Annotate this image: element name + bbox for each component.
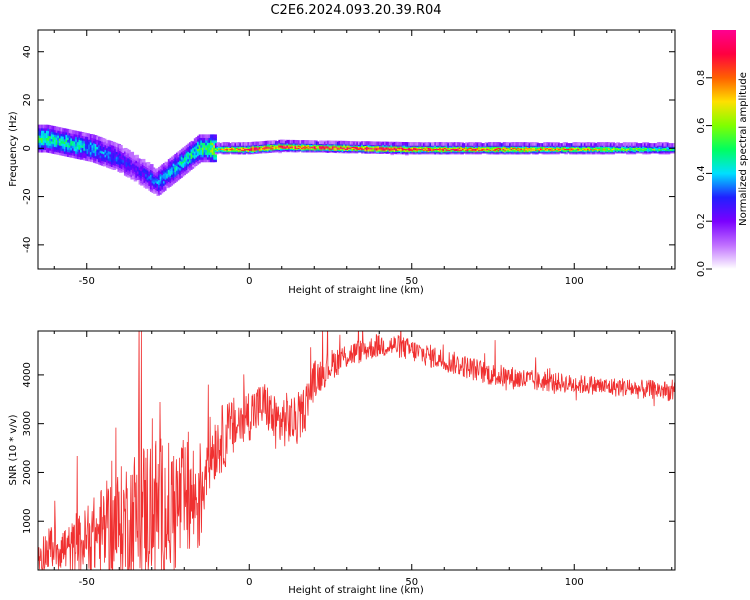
spectrogram-ytick-label: -40 [22, 237, 33, 253]
snr-xtick-label: 100 [565, 577, 584, 588]
spectrogram-ytick-label: 0 [22, 145, 33, 151]
colorbar-gradient [712, 30, 736, 269]
snr-series-line [38, 331, 675, 570]
colorbar-tick-label: 0.0 [696, 261, 707, 277]
colorbar-tick-label: 0.2 [696, 213, 707, 229]
spectrogram-cell [213, 153, 217, 158]
colorbar: 0.0 0.2 0.4 0.6 0.8 Normalized spectral ampl… [696, 30, 749, 277]
colorbar-tick-label: 0.6 [696, 118, 707, 134]
snr-xtick-label: -50 [79, 577, 95, 588]
snr-xlabel: Height of straight line (km) [288, 585, 424, 596]
spectrogram-cell [149, 164, 154, 168]
spectrogram-marks [38, 124, 675, 196]
spectrogram-cell [213, 156, 217, 160]
spectrogram-cell [86, 133, 91, 137]
colorbar-tick-label: 0.8 [696, 70, 707, 86]
spectrogram-cell [119, 145, 123, 149]
snr-ytick-label: 2000 [22, 460, 33, 485]
snr-ytick-label: 3000 [22, 411, 33, 436]
snr-ytick-label: 1000 [22, 508, 33, 533]
spectrogram-xtick-label: 0 [246, 276, 252, 287]
snr-ticks: -50 0 50 100 1000 2000 3000 4000 [22, 331, 675, 588]
spectrogram-cell [102, 138, 107, 143]
spectrogram-cell [135, 154, 139, 159]
spectrogram-cell [112, 166, 117, 171]
spectrogram-xlabel: Height of straight line (km) [288, 285, 424, 296]
spectrogram-ylabel: Frequency (Hz) [8, 111, 19, 187]
spectrogram-cell [102, 162, 107, 167]
spectrogram-cell [80, 156, 84, 160]
snr-panel: -50 0 50 100 1000 2000 3000 4000 Height of stra… [8, 330, 676, 596]
snr-ylabel: SNR (10 * v/v) [8, 414, 19, 485]
colorbar-label: Normalized spectral amplitude [738, 72, 749, 226]
spectrogram-cell [213, 134, 217, 139]
spectrogram-xtick-label: 50 [405, 276, 418, 287]
spectrogram-ytick-label: 40 [22, 45, 33, 58]
spectrogram-xtick-label: 100 [565, 276, 584, 287]
figure-title: C2E6.2024.093.20.39.R04 [270, 3, 441, 18]
spectrogram-cell [213, 158, 217, 163]
spectrogram-ticks: -50 0 50 100 -40 -20 0 20 40 [22, 30, 675, 287]
spectrogram-cell [141, 158, 146, 163]
spectrogram-cell [673, 143, 675, 147]
spectrogram-ytick-label: 20 [22, 94, 33, 107]
spectrogram-ytick-label: -20 [22, 188, 33, 204]
spectrogram-cell [127, 149, 131, 154]
snr-xtick-label: 50 [405, 577, 418, 588]
snr-ytick-label: 4000 [22, 362, 33, 387]
snr-frame [37, 330, 676, 571]
spectrogram-cell [162, 187, 167, 191]
spectrogram-frame [37, 29, 676, 270]
snr-xtick-label: 0 [246, 577, 252, 588]
spectrogram-cell [146, 162, 151, 166]
spectrogram-cell [213, 139, 217, 143]
spectrogram-xtick-label: -50 [79, 276, 95, 287]
spectrogram-cell [213, 136, 217, 141]
spectrogram-cell [130, 151, 135, 156]
spectrogram-panel: -50 0 50 100 -40 -20 0 20 40 Height of straight … [8, 29, 676, 296]
colorbar-ticks: 0.0 0.2 0.4 0.6 0.8 [696, 70, 712, 277]
colorbar-tick-label: 0.4 [696, 165, 707, 181]
